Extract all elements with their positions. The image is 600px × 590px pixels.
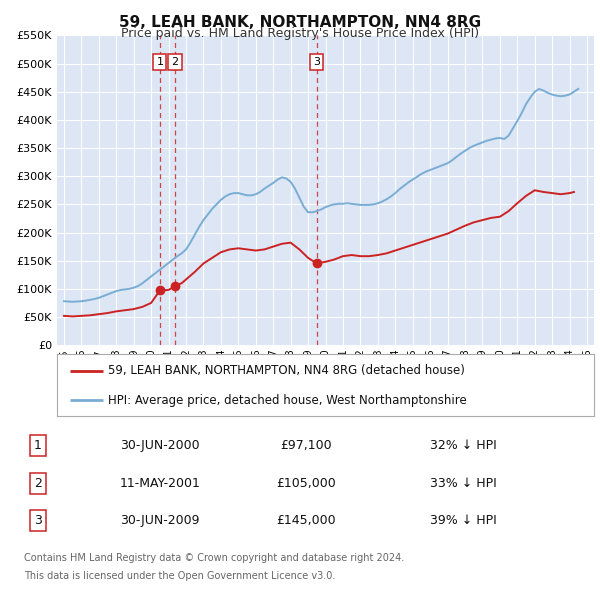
Text: 30-JUN-2000: 30-JUN-2000 xyxy=(120,439,200,452)
Text: HPI: Average price, detached house, West Northamptonshire: HPI: Average price, detached house, West… xyxy=(108,394,467,407)
Text: £145,000: £145,000 xyxy=(276,514,336,527)
Text: 33% ↓ HPI: 33% ↓ HPI xyxy=(430,477,497,490)
Text: 32% ↓ HPI: 32% ↓ HPI xyxy=(430,439,497,452)
Text: 1: 1 xyxy=(157,57,163,67)
Text: Contains HM Land Registry data © Crown copyright and database right 2024.: Contains HM Land Registry data © Crown c… xyxy=(24,553,404,563)
Text: 2: 2 xyxy=(172,57,179,67)
Text: 30-JUN-2009: 30-JUN-2009 xyxy=(120,514,199,527)
Text: 39% ↓ HPI: 39% ↓ HPI xyxy=(430,514,497,527)
Text: 3: 3 xyxy=(313,57,320,67)
Text: 59, LEAH BANK, NORTHAMPTON, NN4 8RG (detached house): 59, LEAH BANK, NORTHAMPTON, NN4 8RG (det… xyxy=(108,364,465,377)
Text: £105,000: £105,000 xyxy=(276,477,336,490)
Text: 1: 1 xyxy=(34,439,42,452)
Text: Price paid vs. HM Land Registry's House Price Index (HPI): Price paid vs. HM Land Registry's House … xyxy=(121,27,479,40)
Text: 2: 2 xyxy=(34,477,42,490)
Text: 59, LEAH BANK, NORTHAMPTON, NN4 8RG: 59, LEAH BANK, NORTHAMPTON, NN4 8RG xyxy=(119,15,481,30)
Text: 3: 3 xyxy=(34,514,42,527)
Text: £97,100: £97,100 xyxy=(280,439,332,452)
Text: 11-MAY-2001: 11-MAY-2001 xyxy=(120,477,201,490)
Text: This data is licensed under the Open Government Licence v3.0.: This data is licensed under the Open Gov… xyxy=(24,571,335,581)
